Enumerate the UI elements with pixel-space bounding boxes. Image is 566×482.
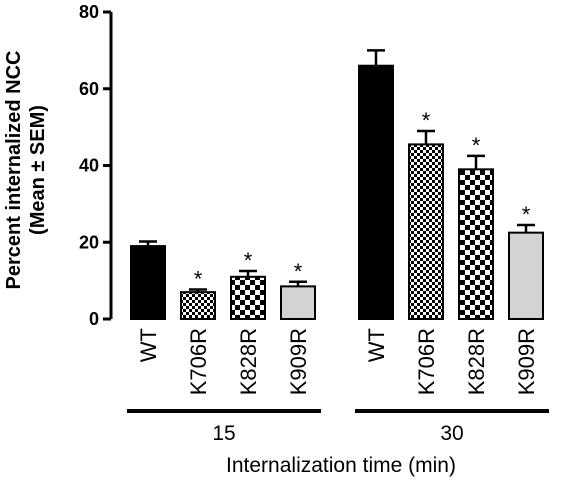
y-tick-label: 0 bbox=[89, 309, 99, 329]
y-axis-title-line1: Percent internalized NCC bbox=[3, 51, 25, 290]
x-tick-label: K909R bbox=[514, 328, 539, 395]
significance-star: * bbox=[422, 108, 431, 133]
significance-star: * bbox=[244, 248, 253, 273]
bars: * * * * * * bbox=[130, 49, 544, 321]
significance-star: * bbox=[294, 259, 303, 284]
y-axis: 0 20 40 60 80 bbox=[79, 2, 113, 329]
significance-star: * bbox=[472, 133, 481, 158]
x-tick-label: K828R bbox=[236, 328, 261, 395]
x-tick-label: WT bbox=[364, 328, 389, 362]
y-tick-label: 80 bbox=[79, 2, 99, 22]
group-brackets: 15 30 bbox=[127, 409, 549, 445]
x-axis-title: Internalization time (min) bbox=[226, 454, 456, 477]
significance-star: * bbox=[194, 266, 203, 291]
y-tick-label: 20 bbox=[79, 232, 99, 252]
bar-15-wt bbox=[130, 245, 166, 320]
x-tick-label: K706R bbox=[414, 328, 439, 395]
x-tick-label: WT bbox=[136, 328, 161, 362]
y-axis-title-line2: (Mean ± SEM) bbox=[27, 105, 49, 235]
bar-30-k828r bbox=[458, 168, 494, 320]
y-tick-label: 60 bbox=[79, 79, 99, 99]
bar-15-k828r bbox=[230, 275, 266, 321]
group-label-30: 30 bbox=[440, 422, 463, 445]
x-tick-label: K909R bbox=[286, 328, 311, 395]
group-label-15: 15 bbox=[212, 422, 235, 445]
bar-30-k706r bbox=[408, 143, 444, 320]
bar-30-k909r bbox=[508, 231, 544, 320]
significance-star: * bbox=[522, 202, 531, 227]
bar-15-k909r bbox=[280, 285, 316, 321]
bar-15-k706r bbox=[180, 291, 216, 321]
bar-30-wt bbox=[358, 64, 394, 320]
y-axis-title: Percent internalized NCC (Mean ± SEM) bbox=[3, 51, 49, 290]
y-tick-label: 40 bbox=[79, 156, 99, 176]
x-tick-label: K828R bbox=[464, 328, 489, 395]
x-tick-label: K706R bbox=[186, 328, 211, 395]
x-axis-labels: WT K706R K828R K909R WT K706R K828R K909R bbox=[136, 328, 539, 395]
